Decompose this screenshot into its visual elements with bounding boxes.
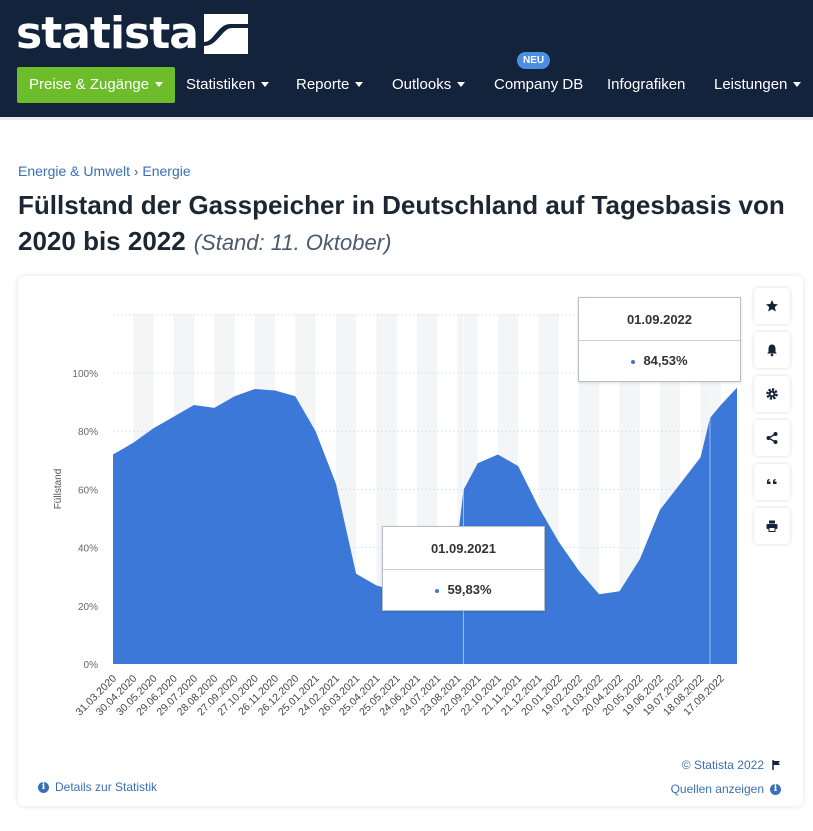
tooltip-value-text: 84,53% [643, 353, 688, 368]
gear-icon [766, 388, 778, 400]
cite-button[interactable] [754, 464, 790, 500]
tooltip-date: 01.09.2021 [383, 527, 544, 570]
info-icon: i [38, 781, 49, 793]
series-dot-icon [631, 359, 636, 364]
logo-text: statista [16, 8, 199, 59]
statista-logo[interactable]: statista [16, 10, 248, 58]
nav-leistungen[interactable]: Leistungen [714, 67, 802, 103]
share-icon [766, 432, 778, 444]
print-icon [766, 520, 778, 532]
y-tick-label: 100% [72, 369, 98, 380]
main-nav: Preise & Zugänge Statistiken Reporte Out… [0, 67, 813, 103]
caret-down-icon [261, 81, 270, 87]
flag-icon[interactable] [772, 760, 781, 770]
nav-label: Infografiken [607, 76, 686, 93]
tooltip-value-text: 59,83% [447, 582, 492, 597]
nav-label: Preise & Zugänge [29, 76, 150, 93]
nav-label: Outlooks [392, 76, 452, 93]
page-subtitle: (Stand: 11. Oktober) [193, 230, 392, 255]
sources-label: Quellen anzeigen [670, 782, 764, 796]
y-tick-label: 60% [78, 485, 98, 496]
nav-label: Statistiken [186, 76, 256, 93]
y-tick-label: 20% [78, 602, 98, 613]
page-title: Füllstand der Gasspeicher in Deutschland… [18, 190, 785, 256]
tooltip-value: 59,83% [383, 570, 544, 610]
logo-mark-icon [203, 14, 248, 54]
y-tick-label: 40% [78, 544, 98, 555]
settings-button[interactable] [754, 376, 790, 412]
nav-infografiken[interactable]: Infografiken [607, 67, 685, 103]
nav-label: Reporte [296, 76, 350, 93]
y-tick-label: 80% [78, 427, 98, 438]
caret-down-icon [155, 81, 164, 87]
series-dot-icon [435, 588, 440, 593]
nav-outlooks[interactable]: Outlooks [392, 67, 466, 103]
star-icon [766, 300, 778, 312]
header-divider [0, 117, 813, 120]
breadcrumb: Energie & Umwelt › Energie [18, 163, 191, 179]
series-area [113, 387, 737, 664]
info-icon: i [770, 783, 781, 795]
favorite-button[interactable] [754, 288, 790, 324]
details-label: Details zur Statistik [55, 780, 158, 794]
tooltip-2021: 01.09.2021 59,83% [382, 526, 545, 611]
breadcrumb-separator: › [134, 164, 139, 179]
site-header: statista NEU Preise & Zugänge Statistike… [0, 0, 813, 117]
nav-preise-button[interactable]: Preise & Zugänge [17, 67, 176, 103]
share-button[interactable] [754, 420, 790, 456]
details-link[interactable]: i Details zur Statistik [38, 780, 157, 794]
print-button[interactable] [754, 508, 790, 544]
nav-label: Company DB [494, 76, 584, 93]
breadcrumb-item-energie[interactable]: Energie [142, 163, 191, 179]
quote-icon [767, 479, 777, 484]
copyright-text: © Statista 2022 [681, 758, 764, 772]
bell-icon [767, 344, 777, 357]
nav-company-db[interactable]: Company DB [494, 67, 583, 103]
copyright: © Statista 2022 [682, 758, 781, 772]
tooltip-date: 01.09.2022 [579, 298, 740, 341]
nav-reporte[interactable]: Reporte [296, 67, 364, 103]
page-heading: Füllstand der Gasspeicher in Deutschland… [18, 187, 798, 261]
tooltip-2022: 01.09.2022 84,53% [578, 297, 741, 382]
breadcrumb-item-energie-umwelt[interactable]: Energie & Umwelt [18, 163, 131, 179]
sources-link[interactable]: Quellen anzeigen i [671, 782, 781, 796]
y-tick-label: 0% [84, 660, 99, 671]
y-axis-label: Füllstand [53, 469, 64, 510]
tooltip-value: 84,53% [579, 341, 740, 381]
new-badge: NEU [517, 52, 551, 69]
notify-button[interactable] [754, 332, 790, 368]
nav-statistiken[interactable]: Statistiken [186, 67, 270, 103]
caret-down-icon [457, 81, 466, 87]
caret-down-icon [793, 81, 802, 87]
nav-label: Leistungen [714, 76, 788, 93]
caret-down-icon [355, 81, 364, 87]
